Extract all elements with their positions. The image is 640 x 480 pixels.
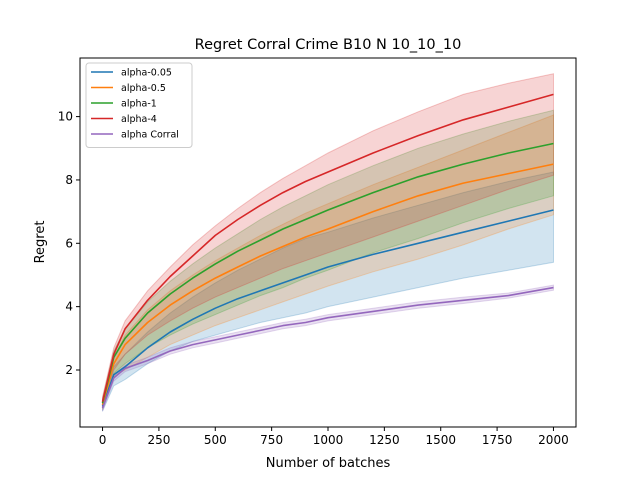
legend: alpha-0.05 alpha-0.5 alpha-1 alpha-4 alpha C… — [85, 62, 193, 148]
x-tick-label: 1750 — [482, 433, 513, 447]
legend-label: alpha Corral — [121, 130, 179, 141]
line-series-2 — [101, 142, 554, 404]
x-tick-label: 1500 — [425, 433, 456, 447]
x-tick-label: 500 — [204, 433, 227, 447]
y-tick-label: 8 — [65, 173, 73, 187]
y-tick-label: 6 — [65, 236, 73, 250]
x-tick-label: 1000 — [313, 433, 344, 447]
legend-label: alpha-1 — [121, 99, 157, 110]
series-lines — [101, 93, 554, 409]
y-axis-ticks: 2 4 6 8 10 — [58, 110, 80, 377]
x-tick-label: 750 — [260, 433, 283, 447]
x-tick-label: 0 — [99, 433, 107, 447]
line-series-1 — [101, 163, 554, 406]
line-series-0 — [101, 209, 554, 407]
legend-label: alpha-0.5 — [121, 83, 166, 94]
band-series-0 — [102, 171, 554, 412]
y-tick-label: 10 — [58, 110, 73, 124]
band-series-3 — [102, 73, 554, 407]
y-tick-label: 2 — [65, 363, 73, 377]
band-series-4 — [102, 284, 554, 412]
x-tick-label: 250 — [147, 433, 170, 447]
x-tick-label: 1250 — [369, 433, 400, 447]
legend-box — [85, 62, 193, 148]
x-axis-ticks: 0 250 500 750 1000 1250 1500 1750 2000 — [99, 427, 569, 447]
band-series-2 — [102, 109, 554, 409]
y-tick-label: 4 — [65, 300, 73, 314]
chart-title: Regret Corral Crime B10 N 10_10_10 — [195, 37, 462, 53]
x-axis-label: Number of batches — [266, 456, 391, 471]
x-tick-label: 2000 — [538, 433, 569, 447]
y-axis-label: Regret — [33, 221, 48, 264]
line-series-3 — [101, 93, 554, 402]
line-series-4 — [101, 286, 554, 409]
legend-label: alpha-0.05 — [121, 68, 172, 79]
legend-label: alpha-4 — [121, 114, 157, 125]
